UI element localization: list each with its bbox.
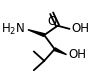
Text: O: O xyxy=(47,15,56,28)
Text: OH: OH xyxy=(68,48,86,61)
Polygon shape xyxy=(54,48,67,55)
Text: OH: OH xyxy=(71,22,89,35)
Text: H$_2$N: H$_2$N xyxy=(1,22,25,37)
Polygon shape xyxy=(28,30,45,36)
